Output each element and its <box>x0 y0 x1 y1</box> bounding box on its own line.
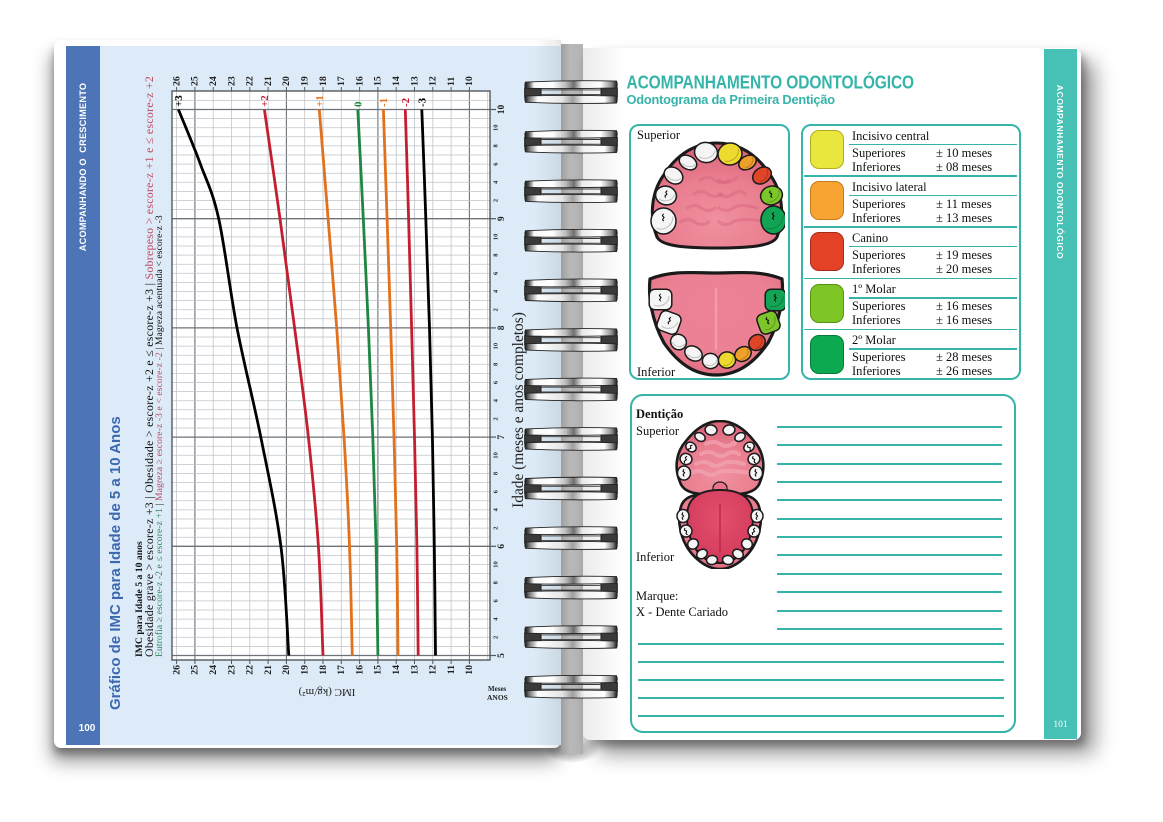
svg-text:24: 24 <box>208 76 219 86</box>
svg-text:7: 7 <box>497 434 507 439</box>
svg-text:5: 5 <box>497 653 507 658</box>
svg-text:2: 2 <box>493 636 500 639</box>
svg-text:20: 20 <box>281 76 292 86</box>
svg-text:10: 10 <box>493 234 500 241</box>
svg-text:Idade (meses e anos completos): Idade (meses e anos completos) <box>510 312 527 508</box>
svg-text:16: 16 <box>354 665 365 675</box>
svg-text:25: 25 <box>190 76 201 86</box>
svg-text:26: 26 <box>171 665 182 675</box>
svg-text:8: 8 <box>493 253 500 257</box>
svg-text:ANOS: ANOS <box>487 693 508 702</box>
svg-text:21: 21 <box>263 665 274 675</box>
svg-text:4: 4 <box>493 289 500 293</box>
svg-text:0: 0 <box>352 101 364 107</box>
svg-text:10: 10 <box>464 665 475 675</box>
svg-text:-3: -3 <box>416 97 428 107</box>
svg-text:16: 16 <box>354 76 365 86</box>
svg-text:IMC para Idade 5 a 10 anos: IMC para Idade 5 a 10 anos <box>134 541 145 657</box>
svg-text:10: 10 <box>493 124 500 131</box>
svg-text:8: 8 <box>497 325 507 330</box>
svg-text:19: 19 <box>300 76 311 86</box>
svg-text:2: 2 <box>493 308 500 311</box>
svg-text:Eutrofia ≥ escore-z -2 e ≤ esc: Eutrofia ≥ escore-z -2 e ≤ escore-z +1 |… <box>154 215 165 657</box>
svg-text:20: 20 <box>281 665 292 675</box>
svg-text:17: 17 <box>336 665 347 675</box>
svg-text:8: 8 <box>493 362 500 366</box>
svg-text:9: 9 <box>497 216 507 221</box>
svg-text:6: 6 <box>493 380 500 384</box>
svg-text:6: 6 <box>497 544 507 549</box>
svg-text:8: 8 <box>493 471 500 475</box>
svg-text:14: 14 <box>391 665 402 675</box>
svg-text:+3: +3 <box>173 95 185 107</box>
svg-text:-1: -1 <box>378 98 390 107</box>
svg-text:23: 23 <box>226 76 237 86</box>
svg-text:2: 2 <box>493 526 500 529</box>
svg-text:10: 10 <box>493 561 500 568</box>
svg-text:15: 15 <box>373 665 384 675</box>
svg-text:IMC (kg/m²): IMC (kg/m²) <box>298 686 355 698</box>
svg-text:8: 8 <box>493 580 500 584</box>
svg-text:21: 21 <box>263 76 274 86</box>
svg-text:26: 26 <box>171 76 182 86</box>
svg-text:13: 13 <box>409 76 420 86</box>
svg-text:14: 14 <box>391 76 402 86</box>
svg-text:Gráfico de IMC para Idade de 5: Gráfico de IMC para Idade de 5 a 10 Anos <box>107 416 124 710</box>
svg-text:17: 17 <box>336 76 347 86</box>
svg-text:18: 18 <box>318 76 329 86</box>
svg-text:+1: +1 <box>314 95 326 107</box>
svg-text:-2: -2 <box>400 97 412 107</box>
svg-text:+2: +2 <box>259 95 271 107</box>
svg-text:25: 25 <box>190 665 201 675</box>
svg-text:19: 19 <box>300 665 311 675</box>
svg-text:10: 10 <box>493 343 500 350</box>
svg-text:12: 12 <box>428 76 439 86</box>
svg-text:24: 24 <box>208 665 219 675</box>
svg-text:22: 22 <box>245 665 256 675</box>
svg-text:4: 4 <box>493 398 500 402</box>
svg-text:Obesidade grave > escore-z +3: Obesidade grave > escore-z +3 | Obesidad… <box>142 76 156 657</box>
svg-text:6: 6 <box>493 599 500 603</box>
svg-text:13: 13 <box>409 665 420 675</box>
svg-text:23: 23 <box>226 665 237 675</box>
svg-text:11: 11 <box>446 77 457 86</box>
svg-text:8: 8 <box>493 144 500 148</box>
svg-text:15: 15 <box>373 76 384 86</box>
svg-text:2: 2 <box>493 199 500 202</box>
svg-text:18: 18 <box>318 665 329 675</box>
svg-text:10: 10 <box>464 76 475 86</box>
svg-text:10: 10 <box>497 105 507 115</box>
svg-text:6: 6 <box>493 271 500 275</box>
svg-text:6: 6 <box>493 489 500 493</box>
svg-text:12: 12 <box>428 665 439 675</box>
svg-text:22: 22 <box>245 76 256 86</box>
svg-text:Meses: Meses <box>488 685 507 693</box>
svg-text:4: 4 <box>493 617 500 621</box>
svg-text:4: 4 <box>493 180 500 184</box>
svg-text:4: 4 <box>493 508 500 512</box>
svg-text:2: 2 <box>493 417 500 420</box>
svg-text:11: 11 <box>446 665 457 674</box>
svg-text:10: 10 <box>493 452 500 459</box>
svg-text:6: 6 <box>493 162 500 166</box>
